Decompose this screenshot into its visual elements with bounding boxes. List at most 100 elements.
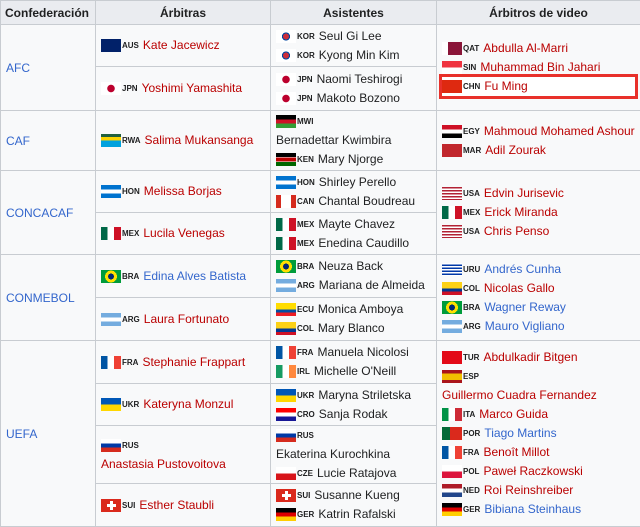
flag-egy-icon	[442, 125, 462, 138]
person-link[interactable]: Nicolas Gallo	[484, 279, 555, 298]
person-link[interactable]: Anastasia Pustovoitova	[101, 455, 226, 474]
person-link[interactable]: Erick Miranda	[484, 203, 557, 222]
person-link[interactable]: Bibiana Steinhaus	[484, 500, 581, 519]
flag-mar-icon	[442, 144, 462, 157]
country-code: MAR	[463, 141, 481, 160]
flag-arg-icon	[276, 279, 296, 292]
confederation-link[interactable]: CAF	[1, 111, 96, 171]
person-link[interactable]: Salima Mukansanga	[145, 131, 254, 150]
person-link[interactable]: Mahmoud Mohamed Ashour	[484, 122, 635, 141]
country-code: FRA	[122, 353, 138, 372]
header-video-referees[interactable]: Árbitros de video	[437, 1, 640, 25]
person-link[interactable]: Kateryna Monzul	[143, 395, 233, 414]
flag-ukr-icon	[276, 389, 296, 402]
flag-cro-icon	[276, 408, 296, 421]
confederation-link[interactable]: UEFA	[1, 341, 96, 527]
confederation-link[interactable]: CONMEBOL	[1, 255, 96, 341]
person-link[interactable]: Lucila Venegas	[143, 224, 224, 243]
person-link[interactable]: Benoît Millot	[483, 443, 549, 462]
person-link[interactable]: Marco Guida	[479, 405, 548, 424]
person-name: Mary Njorge	[318, 150, 383, 169]
flag-rwa-icon	[101, 134, 121, 147]
person-link[interactable]: Adil Zourak	[485, 141, 546, 160]
person-name: Mariana de Almeida	[319, 276, 425, 295]
country-code: COL	[297, 319, 314, 338]
person-link[interactable]: Abdulkadir Bitgen	[483, 348, 577, 367]
flag-esp-icon	[442, 370, 462, 383]
flag-fra-icon	[101, 356, 121, 369]
person-link[interactable]: Stephanie Frappart	[142, 353, 245, 372]
person-name: Susanne Kueng	[314, 486, 399, 505]
flag-bra-icon	[442, 301, 462, 314]
person-link[interactable]: Guillermo Cuadra Fernandez	[442, 386, 597, 405]
confederation-link[interactable]: CONCACAF	[1, 171, 96, 255]
country-code: RWA	[122, 131, 141, 150]
flag-rus-icon	[101, 439, 121, 452]
person-link[interactable]: Melissa Borjas	[144, 182, 222, 201]
country-code: HON	[297, 173, 315, 192]
person-name: Neuza Back	[318, 257, 383, 276]
flag-bra-icon	[101, 270, 121, 283]
person-link[interactable]: Kate Jacewicz	[143, 36, 220, 55]
person-name: Bernadettar Kwimbira	[276, 131, 391, 150]
person-link[interactable]: Edina Alves Batista	[143, 267, 246, 286]
flag-ukr-icon	[101, 398, 121, 411]
country-code: MWI	[297, 112, 313, 131]
country-code: EGY	[463, 122, 480, 141]
person-link[interactable]: Andrés Cunha	[484, 260, 561, 279]
person-name: Kyong Min Kim	[319, 46, 400, 65]
country-code: ECU	[297, 300, 314, 319]
person-link[interactable]: Mauro Vigliano	[485, 317, 565, 336]
person-link[interactable]: Yoshimi Yamashita	[142, 79, 243, 98]
person-link[interactable]: Edvin Jurisevic	[484, 184, 564, 203]
person-link[interactable]: Wagner Reway	[484, 298, 566, 317]
person-link[interactable]: Fu Ming	[484, 77, 527, 96]
header-referees[interactable]: Árbitras	[96, 1, 271, 25]
person-link[interactable]: Laura Fortunato	[144, 310, 229, 329]
person-link[interactable]: Paweł Raczkowski	[483, 462, 582, 481]
person-link[interactable]: Roi Reinshreiber	[484, 481, 573, 500]
country-code: CHN	[463, 77, 480, 96]
person-link[interactable]: Tiago Martins	[484, 424, 556, 443]
person-link[interactable]: Esther Staubli	[139, 496, 214, 515]
flag-arg-icon	[442, 320, 462, 333]
confederation-link[interactable]: AFC	[1, 25, 96, 111]
header-confederation[interactable]: Confederación	[1, 1, 96, 25]
person-link[interactable]: Muhammad Bin Jahari	[480, 58, 600, 77]
country-code: JPN	[122, 79, 138, 98]
header-assistants[interactable]: Asistentes	[271, 1, 437, 25]
person-link[interactable]: Chris Penso	[484, 222, 549, 241]
country-code: JPN	[297, 70, 313, 89]
person-link[interactable]: Abdulla Al-Marri	[483, 39, 568, 58]
flag-col-icon	[276, 322, 296, 335]
flag-fra-icon	[276, 346, 296, 359]
country-code: BRA	[463, 298, 480, 317]
